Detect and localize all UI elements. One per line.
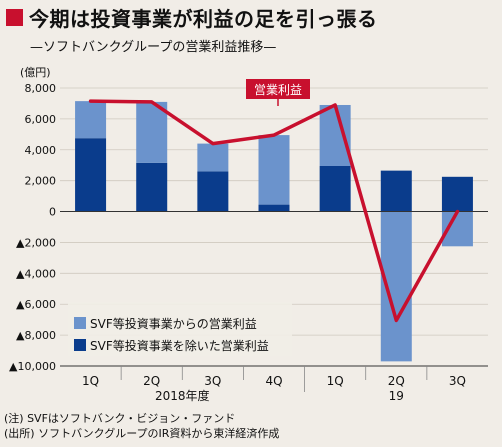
- x-period-label: 2018年度: [155, 388, 210, 403]
- y-tick-label: ▲4,000: [16, 267, 56, 280]
- legend-label-excl: SVF等投資事業を除いた営業利益: [90, 338, 269, 353]
- bar-svf-investment: [258, 135, 290, 205]
- chart-title: 今期は投資事業が利益の足を引っ張る: [29, 6, 378, 31]
- y-axis-unit: (億円): [20, 66, 51, 79]
- y-tick-label: 8,000: [25, 82, 57, 95]
- footnote-1: (注) SVFはソフトバンク・ビジョン・ファンド: [4, 412, 236, 425]
- chart-svg: 8,000 6,000 4,000 2,000 0 ▲2,000 ▲4,000 ▲6,000 ▲…: [9, 79, 488, 403]
- bar-svf-investment: [197, 143, 229, 172]
- callout-box: [246, 79, 310, 99]
- bar-excl-investment: [441, 176, 473, 212]
- bar-svf-investment: [319, 104, 351, 166]
- y-tick-labels: 8,000 6,000 4,000 2,000 0 ▲2,000 ▲4,000 ▲6,000 ▲…: [9, 82, 56, 373]
- bar-excl-investment: [319, 165, 351, 212]
- bar-excl-investment: [136, 162, 168, 212]
- callout-label: 営業利益: [246, 79, 310, 106]
- y-tick-label: 6,000: [25, 113, 57, 126]
- title-row: 今期は投資事業が利益の足を引っ張る: [6, 4, 378, 31]
- bar-excl-investment: [380, 170, 412, 212]
- footnotes: (注) SVFはソフトバンク・ビジョン・ファンド (出所) ソフトバンクグループ…: [4, 411, 279, 441]
- y-tick-label: ▲6,000: [16, 298, 56, 311]
- legend-background: [68, 302, 292, 356]
- bar-svf-investment: [136, 101, 168, 163]
- title-marker-square: [6, 8, 23, 26]
- legend: SVF等投資事業からの営業利益 SVF等投資事業を除いた営業利益: [68, 302, 292, 356]
- legend-swatch-excl: [74, 339, 86, 351]
- bar-excl-investment: [75, 138, 107, 212]
- x-tick-label: 1Q: [82, 374, 99, 388]
- x-tick-label: 3Q: [449, 374, 466, 388]
- legend-swatch-svf: [74, 317, 86, 329]
- y-tick-label: ▲2,000: [16, 236, 56, 249]
- x-period-label: 19: [389, 389, 404, 403]
- y-tick-label: ▲10,000: [9, 360, 56, 373]
- x-tick-label: 3Q: [204, 374, 221, 388]
- bar-excl-investment: [197, 171, 229, 212]
- bar-excl-investment: [258, 204, 290, 212]
- callout-text: 営業利益: [254, 83, 302, 97]
- chart-subtitle: —ソフトバンクグループの営業利益推移—: [30, 40, 277, 55]
- legend-label-svf: SVF等投資事業からの営業利益: [90, 316, 257, 331]
- y-tick-label: 0: [49, 206, 56, 219]
- x-tick-label: 2Q: [143, 374, 160, 388]
- x-tick-label: 2Q: [388, 374, 405, 388]
- footnote-2: (出所) ソフトバンクグループのIR資料から東洋経済作成: [4, 427, 280, 440]
- operating-profit-line: [88, 99, 460, 323]
- x-tick-label: 1Q: [327, 374, 344, 388]
- x-tick-label: 4Q: [265, 374, 282, 388]
- y-tick-label: 2,000: [25, 175, 57, 188]
- bar-svf-investment: [75, 101, 107, 139]
- y-tick-label: ▲8,000: [16, 329, 56, 342]
- y-tick-label: 4,000: [25, 144, 57, 157]
